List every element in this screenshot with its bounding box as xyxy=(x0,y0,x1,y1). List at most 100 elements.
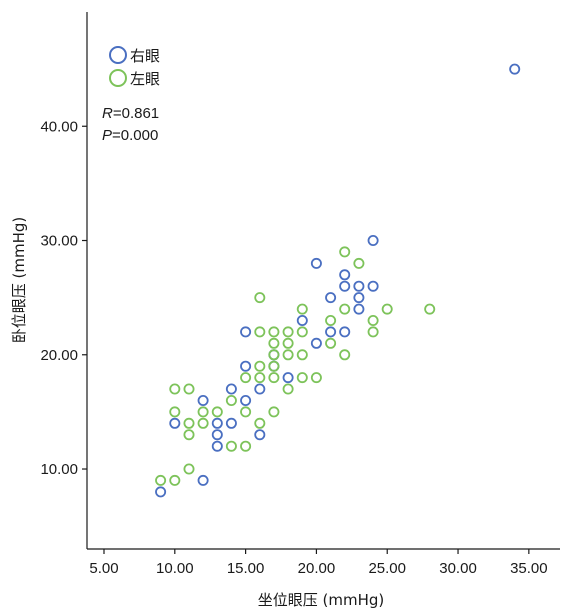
p-statistic: P=0.000 xyxy=(102,127,158,144)
data-point-left-eye xyxy=(197,417,209,429)
x-tick-label: 15.00 xyxy=(227,560,265,577)
legend: 右眼 左眼 xyxy=(109,46,160,88)
data-point-right-eye xyxy=(367,234,379,246)
data-point-right-eye xyxy=(254,429,266,441)
data-point-left-eye xyxy=(254,417,266,429)
data-point-right-eye xyxy=(225,417,237,429)
data-point-left-eye xyxy=(183,463,195,475)
data-point-left-eye xyxy=(282,383,294,395)
data-point-left-eye xyxy=(282,349,294,361)
axes xyxy=(86,12,560,550)
data-point-left-eye xyxy=(155,474,167,486)
data-point-left-eye xyxy=(254,360,266,372)
data-point-right-eye xyxy=(240,326,252,338)
legend-label-left-eye: 左眼 xyxy=(130,70,160,88)
data-point-right-eye xyxy=(325,292,337,304)
data-point-left-eye xyxy=(268,360,280,372)
data-point-left-eye xyxy=(254,292,266,304)
data-point-left-eye xyxy=(268,326,280,338)
data-point-right-eye xyxy=(225,383,237,395)
x-tick-label: 25.00 xyxy=(368,560,406,577)
data-point-right-eye xyxy=(211,440,223,452)
x-tick-label: 35.00 xyxy=(510,560,548,577)
data-point-left-eye xyxy=(183,429,195,441)
data-point-left-eye xyxy=(183,417,195,429)
x-tick-label: 30.00 xyxy=(439,560,477,577)
data-point-right-eye xyxy=(240,394,252,406)
data-point-left-eye xyxy=(353,257,365,269)
data-point-right-eye xyxy=(325,326,337,338)
y-tick-label: 30.00 xyxy=(40,233,78,250)
ticks xyxy=(82,125,530,554)
data-point-left-eye xyxy=(240,372,252,384)
data-point-right-eye xyxy=(353,303,365,315)
data-point-right-eye xyxy=(367,280,379,292)
data-point-left-eye xyxy=(254,372,266,384)
data-point-right-eye xyxy=(339,280,351,292)
legend-marker-left-eye xyxy=(109,69,127,87)
data-point-left-eye xyxy=(296,303,308,315)
data-point-left-eye xyxy=(339,246,351,258)
legend-label-right-eye: 右眼 xyxy=(130,47,160,65)
data-point-left-eye xyxy=(169,406,181,418)
data-point-left-eye xyxy=(339,349,351,361)
x-axis-title: 坐位眼压 (mmHg) xyxy=(258,591,385,609)
data-point-left-eye xyxy=(296,372,308,384)
data-point-left-eye xyxy=(296,326,308,338)
data-point-left-eye xyxy=(296,349,308,361)
data-point-left-eye xyxy=(169,474,181,486)
data-point-left-eye xyxy=(268,406,280,418)
data-point-right-eye xyxy=(197,474,209,486)
data-point-left-eye xyxy=(381,303,393,315)
data-point-left-eye xyxy=(197,406,209,418)
data-point-right-eye xyxy=(353,292,365,304)
data-point-right-eye xyxy=(353,280,365,292)
legend-marker-right-eye xyxy=(109,46,127,64)
r-statistic: R=0.861 xyxy=(102,105,159,122)
p-value: =0.000 xyxy=(112,127,158,144)
data-point-right-eye xyxy=(169,417,181,429)
y-tick-label: 10.00 xyxy=(40,461,78,478)
data-point-left-eye xyxy=(254,326,266,338)
data-point-right-eye xyxy=(509,63,521,75)
data-point-right-eye xyxy=(296,314,308,326)
data-point-left-eye xyxy=(268,349,280,361)
data-point-left-eye xyxy=(240,440,252,452)
data-point-left-eye xyxy=(367,326,379,338)
data-point-left-eye xyxy=(367,314,379,326)
data-point-right-eye xyxy=(155,486,167,498)
data-point-right-eye xyxy=(310,257,322,269)
x-tick-label: 20.00 xyxy=(298,560,336,577)
data-point-left-eye xyxy=(240,406,252,418)
x-tick-label: 10.00 xyxy=(156,560,194,577)
data-point-left-eye xyxy=(268,337,280,349)
x-tick-label: 5.00 xyxy=(89,560,118,577)
data-point-right-eye xyxy=(240,360,252,372)
r-label: R xyxy=(102,105,113,122)
tick-labels: 5.00 10.00 15.00 20.00 25.00 30.00 35.00 10.00 2… xyxy=(40,118,547,577)
data-point-right-eye xyxy=(310,337,322,349)
y-tick-label: 20.00 xyxy=(40,347,78,364)
data-point-left-eye xyxy=(424,303,436,315)
data-point-left-eye xyxy=(225,394,237,406)
data-point-right-eye xyxy=(339,326,351,338)
data-point-right-eye xyxy=(282,372,294,384)
data-point-left-eye xyxy=(282,326,294,338)
data-point-left-eye xyxy=(183,383,195,395)
y-tick-label: 40.00 xyxy=(40,118,78,135)
data-point-left-eye xyxy=(211,406,223,418)
data-point-left-eye xyxy=(325,337,337,349)
p-label: P xyxy=(102,127,112,144)
r-value: =0.861 xyxy=(113,105,159,122)
data-point-right-eye xyxy=(211,417,223,429)
data-point-right-eye xyxy=(197,394,209,406)
data-point-left-eye xyxy=(310,372,322,384)
data-point-left-eye xyxy=(339,303,351,315)
data-point-right-eye xyxy=(211,429,223,441)
data-point-right-eye xyxy=(254,383,266,395)
data-point-left-eye xyxy=(282,337,294,349)
y-axis-title: 卧位眼压 (mmHg) xyxy=(10,217,28,344)
data-point-left-eye xyxy=(169,383,181,395)
data-points xyxy=(155,63,521,498)
